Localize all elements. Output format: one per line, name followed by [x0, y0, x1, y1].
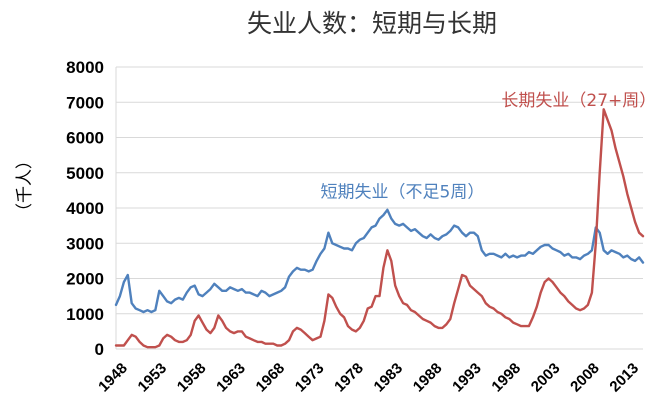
short-term-label: 短期失业（不足5周） [321, 182, 485, 202]
series-annotations: 短期失业（不足5周） 长期失业（27+周） [321, 91, 657, 203]
chart-title: 失业人数：短期与长期 [247, 9, 497, 38]
long-term-unemployment-line [114, 108, 645, 349]
y-tick-label: 5000 [66, 164, 104, 183]
x-tick-label: 1948 [95, 360, 131, 396]
x-tick-label: 1983 [371, 360, 407, 396]
y-tick-label: 7000 [66, 93, 104, 112]
y-tick-label: 0 [95, 340, 104, 359]
y-tick-label: 8000 [66, 58, 104, 77]
x-axis-ticks: 1948 1953 1958 1963 1968 1973 1978 1983 1988 1993… [95, 360, 642, 396]
x-tick-label: 1968 [253, 360, 289, 396]
x-tick-label: 1958 [174, 360, 210, 396]
x-tick-label: 2013 [606, 360, 642, 396]
x-tick-label: 1963 [213, 360, 249, 396]
gridlines [115, 66, 643, 350]
x-tick-label: 1978 [331, 360, 367, 396]
y-tick-label: 1000 [66, 305, 104, 324]
y-tick-label: 6000 [66, 129, 104, 148]
y-tick-label: 4000 [66, 199, 104, 218]
x-tick-label: 1998 [488, 360, 524, 396]
x-tick-label: 1973 [292, 360, 328, 396]
y-axis-ticks: 0 1000 2000 3000 4000 5000 6000 7000 8000 [66, 58, 104, 359]
y-axis-label: （千人） [15, 152, 35, 220]
x-tick-label: 1993 [449, 360, 485, 396]
series-lines [114, 108, 645, 349]
y-tick-label: 2000 [66, 270, 104, 289]
x-tick-label: 2003 [528, 360, 564, 396]
y-tick-label: 3000 [66, 234, 104, 253]
long-term-label: 长期失业（27+周） [501, 91, 656, 111]
short-term-unemployment-line [114, 208, 645, 314]
x-tick-label: 2008 [567, 360, 603, 396]
x-tick-label: 1953 [135, 360, 171, 396]
x-tick-label: 1988 [410, 360, 446, 396]
